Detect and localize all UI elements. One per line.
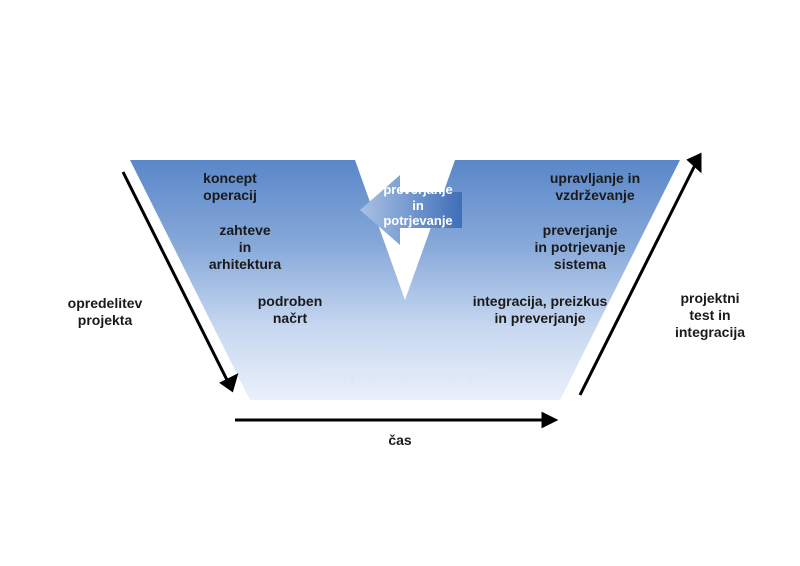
right-label-0: upravljanje in vzdrževanje [520,170,670,204]
v-shape-svg [0,0,800,566]
implementation-label: impementacija [260,358,550,384]
right-label-1: preverjanje in potrjevanje sistema [500,222,660,272]
time-label: čas [370,432,430,449]
left-label-1: zahteve in arhitektura [180,222,310,272]
time-arrow [235,414,555,426]
left-label-2: podroben načrt [230,293,350,327]
v-model-diagram: koncept operacij zahteve in arhitektura … [0,0,800,566]
center-arrow-label: preverjanje in potrjevanje [372,182,464,229]
left-side-label: opredelitev projekta [55,295,155,329]
right-label-2: integracija, preizkus in preverjanje [440,293,640,327]
left-label-0: koncept operacij [170,170,290,204]
right-side-label: projektni test in integracija [655,290,765,340]
